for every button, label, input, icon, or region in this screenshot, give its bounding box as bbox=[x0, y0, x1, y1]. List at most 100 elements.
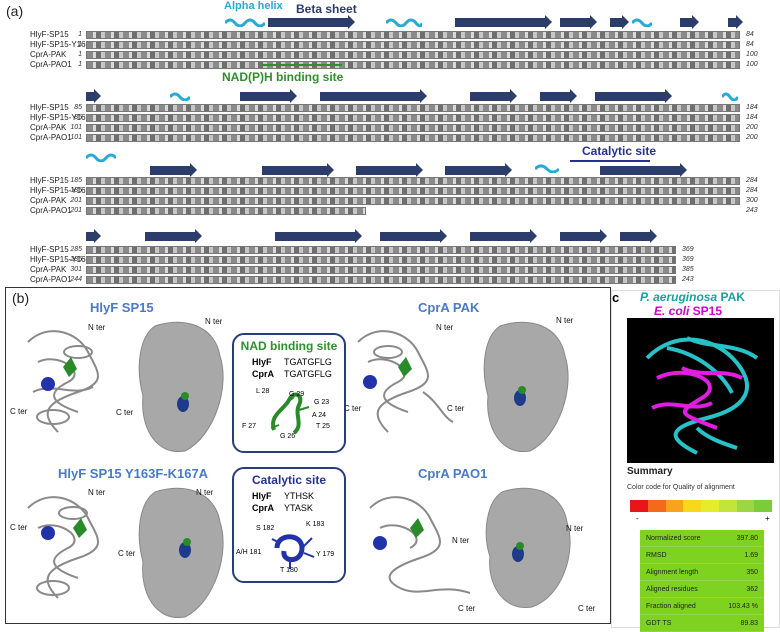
helix-icon bbox=[535, 164, 559, 173]
sequence-end: 200 bbox=[746, 124, 758, 131]
sequence-end: 385 bbox=[682, 266, 694, 273]
beta-arrow bbox=[275, 229, 362, 243]
title-hlyf: HlyF SP15 bbox=[90, 300, 154, 315]
beta-arrow bbox=[540, 89, 577, 103]
catalytic-site-box: Catalytic site HlyF YTHSK CprA YTASK S 1… bbox=[232, 467, 346, 583]
beta-arrow bbox=[380, 229, 447, 243]
c-ter-label: C ter bbox=[116, 408, 134, 417]
sequence-start: 301 bbox=[70, 266, 82, 273]
sequence-end: 100 bbox=[746, 61, 758, 68]
sequence-name: CprA-PAO1 bbox=[30, 275, 72, 284]
sequence-start: 101 bbox=[70, 134, 82, 141]
panel-c-title-line1: P. aeruginosa PAK bbox=[640, 290, 745, 304]
quality-color-swatch bbox=[736, 500, 755, 512]
catalytic-site-structure bbox=[271, 534, 315, 569]
cat-cpra-seq: YTASK bbox=[284, 503, 313, 513]
nad-hlyf-label: HlyF bbox=[252, 357, 272, 367]
surface-structure-hlyf bbox=[138, 321, 224, 452]
surface-structure-hlyf-mut bbox=[138, 487, 224, 618]
summary-table: Normalized score 397.80 RMSD 1.69 Alignment … bbox=[640, 530, 764, 632]
color-code-label: Color code for Quality of alignment bbox=[627, 484, 735, 491]
sequence-alignment-row bbox=[86, 104, 740, 112]
sequence-start: 1 bbox=[78, 51, 82, 58]
cat-cpra-label: CprA bbox=[252, 503, 274, 513]
sequence-end: 300 bbox=[746, 197, 758, 204]
quality-color-swatch bbox=[701, 500, 719, 512]
sequence-start: 1 bbox=[78, 61, 82, 68]
nad-residue-label: G 26 bbox=[280, 433, 296, 440]
beta-arrow bbox=[455, 15, 552, 29]
nad-residue-label: G 29 bbox=[289, 391, 305, 398]
sequence-name: HlyF-SP15-Y163F-K167A bbox=[30, 186, 122, 195]
sequence-alignment-row bbox=[86, 276, 676, 284]
catalytic-underline bbox=[570, 160, 650, 162]
sequence-start: 185 bbox=[70, 187, 82, 194]
panel-b-label: (b) bbox=[12, 290, 30, 306]
beta-arrow bbox=[150, 163, 197, 177]
ribbon-structure-cpra-pao1 bbox=[369, 496, 471, 594]
quality-color-scale bbox=[630, 500, 772, 512]
cat-residue-label: S 182 bbox=[256, 525, 275, 532]
sequence-end: 369 bbox=[682, 246, 694, 253]
sequence-end: 284 bbox=[746, 187, 758, 194]
n-ter-label: N ter bbox=[436, 323, 454, 332]
nad-cpra-label: CprA bbox=[252, 369, 274, 379]
summary-label: Aligned residues bbox=[646, 585, 698, 593]
nad-binding-box: NAD binding site HlyF TGATGFLG CprA TGAT… bbox=[232, 333, 346, 453]
sequence-start: 285 bbox=[70, 256, 82, 263]
summary-label: Fraction aligned bbox=[646, 602, 696, 610]
sequence-name: HlyF-SP15 bbox=[30, 245, 69, 254]
sequence-start: 85 bbox=[74, 114, 82, 121]
nad-underline bbox=[262, 64, 342, 66]
n-ter-label: N ter bbox=[556, 316, 574, 325]
summary-row: Alignment length 350 bbox=[640, 564, 764, 581]
sequence-end: 243 bbox=[682, 276, 694, 283]
summary-value: 103.43 % bbox=[728, 602, 758, 610]
beta-sheet-header: Beta sheet bbox=[296, 2, 357, 16]
helix-icon bbox=[225, 18, 265, 27]
nad-box-title: NAD binding site bbox=[240, 339, 338, 353]
beta-arrow bbox=[620, 229, 657, 243]
beta-arrow bbox=[600, 163, 687, 177]
beta-arrow bbox=[86, 229, 101, 243]
beta-arrow bbox=[560, 229, 607, 243]
sequence-alignment-row bbox=[86, 256, 676, 264]
beta-arrow bbox=[470, 89, 517, 103]
quality-color-swatch bbox=[647, 500, 666, 512]
panel-a-label: (a) bbox=[6, 3, 24, 19]
beta-arrow bbox=[610, 15, 629, 29]
cat-box-title: Catalytic site bbox=[251, 473, 327, 487]
summary-label: RMSD bbox=[646, 551, 667, 559]
cat-residue-label: T 180 bbox=[280, 567, 298, 574]
strain-name: PAK bbox=[717, 290, 745, 304]
beta-arrow bbox=[240, 89, 297, 103]
sequence-name: CprA-PAO1 bbox=[30, 206, 72, 215]
sequence-start: 201 bbox=[70, 207, 82, 214]
summary-row: Fraction aligned 103.43 % bbox=[640, 598, 764, 615]
sequence-alignment-row bbox=[86, 51, 740, 59]
summary-row: Aligned residues 362 bbox=[640, 581, 764, 598]
summary-value: 397.80 bbox=[736, 534, 758, 542]
beta-arrow bbox=[728, 15, 743, 29]
organism-name: E. coli bbox=[654, 304, 690, 318]
beta-arrow bbox=[86, 89, 101, 103]
c-ter-label: C ter bbox=[10, 407, 28, 416]
sequence-end: 100 bbox=[746, 51, 758, 58]
scale-minus: - bbox=[636, 514, 639, 523]
title-cpra-pak: CprA PAK bbox=[418, 300, 480, 315]
sequence-name: HlyF-SP15-Y163F-K167A bbox=[30, 255, 122, 264]
sequence-name: CprA-PAK bbox=[30, 123, 67, 132]
sequence-end: 84 bbox=[746, 41, 754, 48]
sequence-alignment-row bbox=[86, 61, 740, 69]
summary-value: 1.69 bbox=[744, 551, 758, 559]
sequence-alignment-row bbox=[86, 41, 740, 49]
surface-structure-cpra-pak bbox=[483, 321, 569, 452]
ribbon-structure-hlyf bbox=[27, 330, 99, 433]
n-ter-label: N ter bbox=[88, 488, 106, 497]
quality-color-swatch bbox=[718, 500, 737, 512]
sequence-name: CprA-PAO1 bbox=[30, 133, 72, 142]
nad-residue-label: F 27 bbox=[242, 423, 257, 430]
nad-hlyf-seq: TGATGFLG bbox=[284, 357, 332, 367]
helix-icon bbox=[86, 153, 116, 162]
cat-residue-label: A/H 181 bbox=[236, 549, 262, 556]
